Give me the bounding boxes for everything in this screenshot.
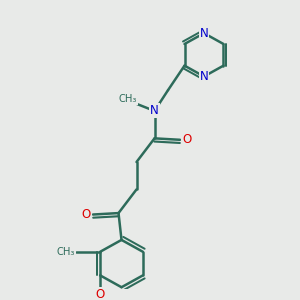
- Text: O: O: [82, 208, 91, 221]
- Text: O: O: [96, 288, 105, 300]
- Text: CH₃: CH₃: [118, 94, 137, 104]
- Text: N: N: [200, 27, 208, 40]
- Text: O: O: [182, 133, 191, 146]
- Text: N: N: [150, 104, 159, 117]
- Text: CH₃: CH₃: [57, 247, 75, 257]
- Text: N: N: [200, 70, 208, 83]
